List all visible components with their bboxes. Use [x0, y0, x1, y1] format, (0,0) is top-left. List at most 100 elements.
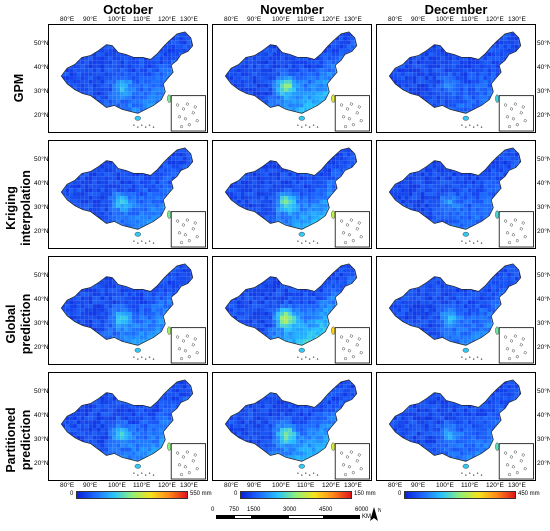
lon-tick-label: 120°E [486, 16, 504, 23]
row-title-global: Global prediction [4, 264, 36, 384]
lat-tick-label: 40°N [34, 180, 49, 187]
lon-tick-label: 130°E [508, 482, 526, 489]
china-outline [60, 147, 194, 230]
lon-tick-label: 90°E [83, 482, 98, 489]
map-panel-kriging-december [376, 140, 536, 249]
lon-tick-label: 130°E [508, 16, 526, 23]
hainan-island [134, 463, 141, 469]
colorbar-november [240, 491, 352, 499]
north-arrow-icon: N [370, 507, 381, 521]
lat-tick-label: 20°N [537, 344, 550, 351]
taiwan-island [331, 94, 336, 103]
lon-tick-label: 120°E [158, 16, 176, 23]
hainan-island [462, 347, 469, 353]
lat-tick-label: 20°N [34, 228, 49, 235]
scale-bar-label: 1500 [247, 507, 261, 513]
precipitation-map [388, 31, 534, 132]
row-title-gpm: GPM [4, 28, 36, 148]
lon-tick-label: 90°E [247, 16, 262, 23]
lon-tick-label: 100°E [108, 16, 126, 23]
lat-tick-label: 40°N [34, 296, 49, 303]
lat-tick-label: 50°N [537, 40, 550, 47]
precipitation-map [388, 263, 534, 364]
scale-bar-label: 4500 [319, 507, 333, 513]
lon-tick-label: 130°E [344, 16, 362, 23]
hainan-island [134, 347, 141, 353]
map-panel-gpm-october [48, 24, 208, 133]
taiwan-island [331, 442, 336, 451]
column-title-october: October [103, 2, 153, 17]
lat-tick-label: 50°N [34, 40, 49, 47]
precipitation-map [388, 147, 534, 248]
south-china-sea-inset [498, 211, 534, 248]
lon-tick-label: 90°E [247, 482, 262, 489]
lon-tick-label: 100°E [272, 482, 290, 489]
lat-tick-label: 50°N [537, 156, 550, 163]
colorbar-min-label: 0 [398, 491, 402, 497]
south-china-sea-inset [170, 327, 206, 364]
precipitation-map [224, 31, 370, 132]
lon-tick-label: 120°E [486, 482, 504, 489]
hainan-island [298, 463, 305, 469]
lon-tick-label: 80°E [60, 16, 75, 23]
scale-bar-label: 3000 [283, 507, 297, 513]
row-title-partitioned-line2: prediction [19, 409, 33, 471]
south-china-sea-inset [334, 443, 370, 480]
lon-tick-label: 100°E [436, 482, 454, 489]
taiwan-island [495, 210, 500, 219]
taiwan-island [167, 94, 172, 103]
scale-bar-label: 750 [229, 507, 240, 513]
lat-tick-label: 50°N [537, 272, 550, 279]
hainan-island [134, 115, 141, 121]
scale-bar-segment [288, 515, 324, 519]
column-title-november: November [260, 2, 324, 17]
lat-tick-label: 30°N [537, 204, 550, 211]
colorbar-max-label: 550 mm [190, 491, 212, 497]
precipitation-map [224, 263, 370, 364]
lat-tick-label: 50°N [34, 156, 49, 163]
map-panel-global-december [376, 256, 536, 365]
lat-tick-label: 40°N [34, 64, 49, 71]
south-china-sea-inset [498, 327, 534, 364]
lat-tick-label: 40°N [34, 412, 49, 419]
lon-tick-label: 100°E [272, 16, 290, 23]
lon-tick-label: 100°E [436, 16, 454, 23]
lat-tick-label: 20°N [34, 460, 49, 467]
lat-tick-label: 30°N [537, 88, 550, 95]
hainan-island [298, 347, 305, 353]
china-outline [224, 147, 358, 230]
precipitation-map [60, 147, 206, 248]
lon-tick-label: 90°E [83, 16, 98, 23]
hainan-island [134, 231, 141, 237]
lon-tick-label: 80°E [60, 482, 75, 489]
china-outline [224, 263, 358, 346]
hainan-island [298, 231, 305, 237]
lon-tick-label: 110°E [133, 16, 151, 23]
lon-tick-label: 80°E [224, 482, 239, 489]
lat-tick-label: 40°N [537, 412, 550, 419]
hainan-island [298, 115, 305, 121]
column-title-december: December [424, 2, 488, 17]
colorbar-october [76, 491, 188, 499]
map-panel-partitioned-november [212, 372, 372, 481]
lon-tick-label: 120°E [322, 16, 340, 23]
lon-tick-label: 120°E [322, 482, 340, 489]
precipitation-map [60, 31, 206, 132]
lat-tick-label: 30°N [34, 88, 49, 95]
scale-bar-segment [216, 515, 234, 519]
south-china-sea-inset [334, 211, 370, 248]
map-panel-gpm-december [376, 24, 536, 133]
lat-tick-label: 20°N [537, 460, 550, 467]
china-outline [224, 31, 358, 114]
hainan-island [462, 231, 469, 237]
south-china-sea-inset [170, 95, 206, 132]
lat-tick-label: 40°N [537, 180, 550, 187]
scale-bar-segment [234, 515, 252, 519]
lon-tick-label: 100°E [108, 482, 126, 489]
map-panel-partitioned-december [376, 372, 536, 481]
china-outline [60, 31, 194, 114]
hainan-island [462, 463, 469, 469]
map-panel-kriging-november [212, 140, 372, 249]
china-outline [388, 31, 522, 114]
map-panel-kriging-october [48, 140, 208, 249]
